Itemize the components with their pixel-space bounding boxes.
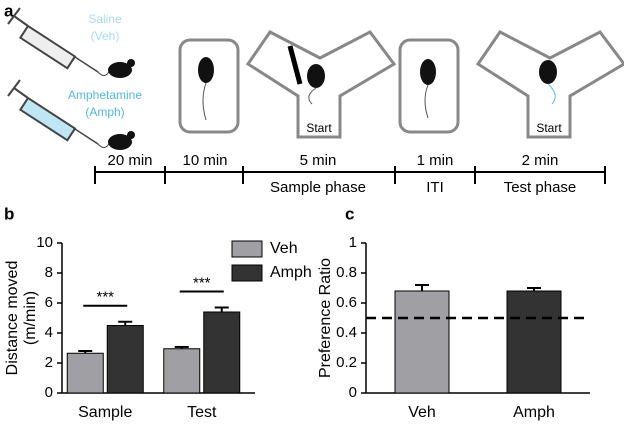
duration-label: 20 min — [107, 152, 152, 169]
y-tick-label: 10 — [36, 234, 53, 251]
y-tick-label: 6 — [45, 294, 53, 311]
x-tick-label: Veh — [408, 404, 436, 421]
panel-label: a — [4, 1, 14, 20]
syringe-label: (Amph) — [85, 105, 124, 119]
syringe-label: Saline — [88, 12, 122, 26]
legend-label: Veh — [270, 240, 298, 257]
barrier — [287, 45, 303, 85]
start-label: Start — [536, 121, 562, 135]
bar — [506, 290, 562, 394]
bar — [163, 348, 201, 394]
x-tick-label: Sample — [78, 404, 132, 421]
syringe-label: (Veh) — [91, 29, 120, 43]
duration-label: 2 min — [522, 152, 559, 169]
start-label: Start — [306, 121, 332, 135]
significance-label: *** — [96, 289, 114, 306]
bar — [394, 290, 450, 394]
syringe-label: Amphetamine — [68, 88, 142, 102]
x-tick-label: Amph — [513, 404, 555, 421]
y-tick-label: 0.8 — [336, 264, 357, 281]
panel-label: b — [4, 204, 14, 223]
mouse — [539, 60, 557, 105]
bar — [203, 311, 241, 394]
legend-swatch — [231, 240, 263, 258]
phase-label: Test phase — [504, 179, 577, 196]
y-tick-label: 1 — [349, 234, 357, 251]
mouse — [198, 57, 214, 121]
chamber — [178, 38, 240, 134]
chamber — [398, 38, 460, 134]
significance-label: *** — [193, 274, 211, 291]
y-tick-label: 0 — [349, 384, 357, 401]
duration-label: 1 min — [417, 152, 454, 169]
mouse — [108, 59, 135, 78]
mouse — [420, 59, 436, 119]
duration-label: 10 min — [182, 152, 227, 169]
y-maze — [245, 30, 397, 139]
y-tick-label: 0 — [45, 384, 53, 401]
y-tick-label: 0.4 — [336, 324, 357, 341]
y-tick-label: 4 — [45, 324, 53, 341]
y-axis-label: Preference Ratio — [317, 258, 334, 378]
duration-label: 5 min — [300, 152, 337, 169]
legend-label: Amph — [270, 264, 312, 281]
y-tick-label: 0.6 — [336, 294, 357, 311]
y-axis-label: Distance moved — [4, 261, 21, 376]
syringe — [7, 7, 111, 77]
mouse — [307, 64, 325, 105]
panel-label: c — [345, 204, 354, 223]
phase-label: ITI — [426, 179, 444, 196]
bar — [66, 352, 104, 394]
y-tick-label: 0.2 — [336, 354, 357, 371]
y-maze — [475, 30, 624, 139]
mouse — [108, 131, 135, 150]
bar — [106, 325, 144, 394]
y-tick-label: 8 — [45, 264, 53, 281]
legend-swatch — [231, 264, 263, 282]
y-axis-label: (m/min) — [22, 291, 39, 345]
phase-label: Sample phase — [270, 179, 366, 196]
y-tick-label: 2 — [45, 354, 53, 371]
x-tick-label: Test — [187, 404, 217, 421]
